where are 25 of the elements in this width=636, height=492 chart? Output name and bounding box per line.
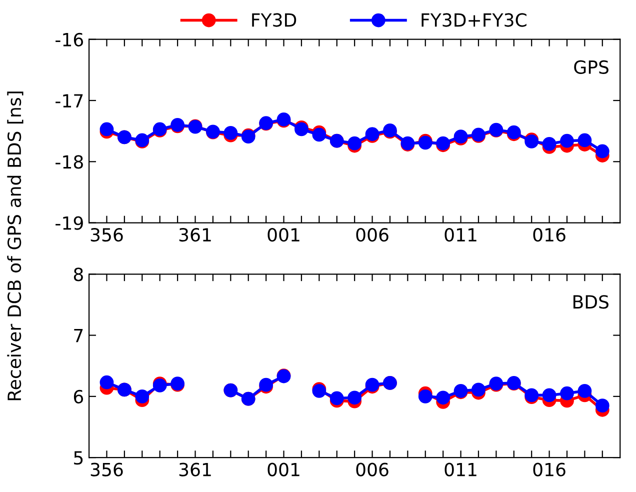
y-tick-label: 5 xyxy=(74,451,83,465)
x-tick-label: 011 xyxy=(444,462,476,476)
x-tick-label: 006 xyxy=(356,462,388,476)
y-axis-title: Receiver DCB of GPS and BDS [ns] xyxy=(7,92,24,400)
y-tick-label: -16 xyxy=(56,32,84,46)
x-tick-label: 016 xyxy=(533,462,566,476)
x-tick-label: 001 xyxy=(268,228,300,242)
x-tick-label: 011 xyxy=(444,228,476,242)
y-tick-label: -19 xyxy=(56,216,83,230)
x-tick-label: 361 xyxy=(179,462,211,476)
y-tick-label: 7 xyxy=(74,328,83,342)
x-tick-label: 006 xyxy=(356,228,388,242)
y-tick-label: 8 xyxy=(74,268,83,282)
x-tick-label: 361 xyxy=(179,228,211,242)
annotation: BDS xyxy=(573,295,608,309)
y-tick-label: 6 xyxy=(74,390,84,404)
x-tick-label: 001 xyxy=(268,462,300,476)
x-tick-label: 016 xyxy=(533,228,566,242)
legend-label: FY3D+FY3C xyxy=(422,13,526,27)
x-tick-label: 356 xyxy=(90,228,123,242)
y-tick-label: -17 xyxy=(56,94,83,108)
legend-label: FY3D xyxy=(252,13,296,27)
annotation: GPS xyxy=(574,60,608,74)
y-tick-label: -18 xyxy=(56,155,83,169)
x-tick-label: 356 xyxy=(90,462,123,476)
